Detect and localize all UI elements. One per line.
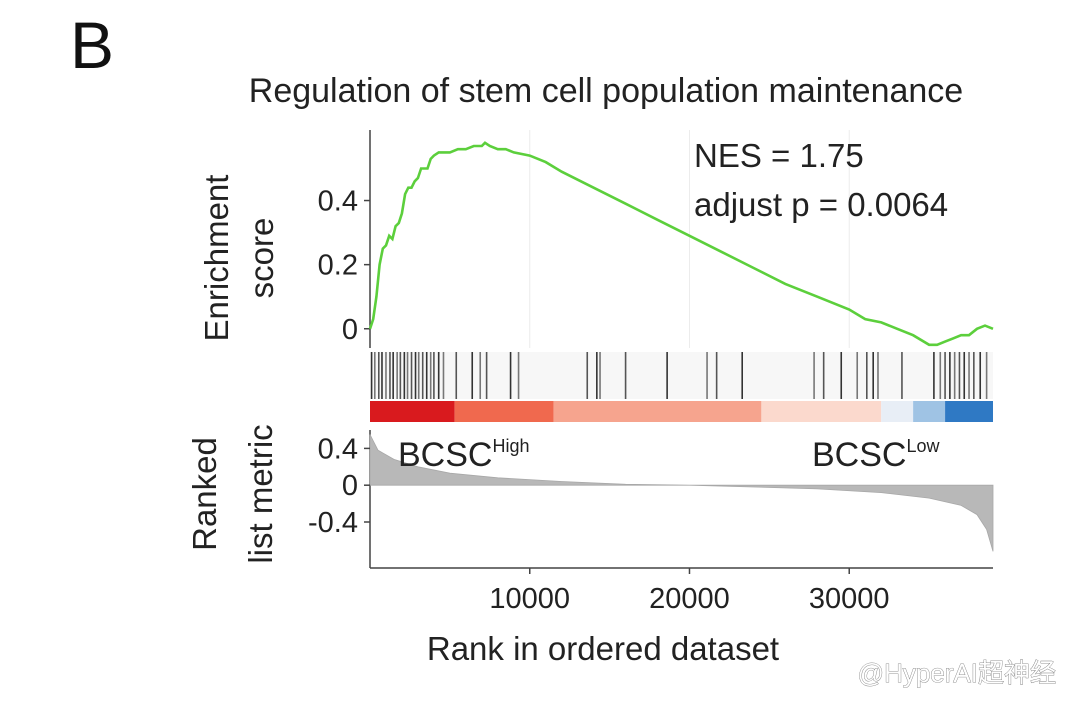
enrichment-ylabel-line1: Enrichment (198, 175, 235, 342)
ranked-y-tick-label: -0.4 (308, 507, 358, 539)
ranked-ylabel-line1: Ranked (186, 437, 223, 551)
color-bar-segment (370, 401, 455, 422)
enrichment-y-axis-label: Enrichment score (198, 175, 280, 342)
enrichment-y-tick-label: 0.2 (318, 250, 358, 282)
enrichment-score-panel: 0 0.2 0.4 NES = 1.75 adjust p = 0.0064 (318, 130, 994, 348)
ranked-metric-y-axis-label: Ranked list metric (186, 424, 279, 563)
panel-label: B (70, 8, 114, 82)
enrichment-y-ticks: 0 0.2 0.4 (318, 186, 370, 346)
color-bar-segment (761, 401, 882, 422)
enrichment-score-line (368, 141, 994, 347)
hit-rug-background (370, 352, 993, 399)
nes-label: NES = 1.75 (694, 137, 864, 174)
high-group-name: BCSC (398, 436, 492, 474)
color-bar-segment (881, 401, 914, 422)
x-tick-label: 10000 (489, 583, 570, 615)
ranked-metric-area (369, 434, 994, 552)
x-tick-label: 20000 (649, 583, 730, 615)
ranked-metric-y-ticks: 0.4 0 -0.4 (308, 433, 370, 539)
high-group-label: BCSCHigh (398, 436, 530, 474)
x-axis-label: Rank in ordered dataset (427, 630, 779, 667)
color-bar-segment (454, 401, 554, 422)
ranked-metric-panel: 0.40-0.4 10000 20000 30000 BCSCHigh BCSCLo… (308, 430, 994, 615)
rank-x-ticks: 10000 20000 30000 (489, 568, 890, 615)
low-group-label: BCSCLow (812, 436, 940, 474)
color-bar-segment (913, 401, 946, 422)
ranked-y-tick-label: 0.4 (318, 433, 358, 465)
chart-title: Regulation of stem cell population maint… (249, 72, 963, 110)
color-bar-segment (553, 401, 762, 422)
enrichment-ylabel-line2: score (243, 218, 280, 299)
color-bar-segment (945, 401, 993, 422)
enrichment-y-tick-label: 0 (342, 314, 358, 346)
ranked-ylabel-line2: list metric (242, 424, 279, 563)
x-tick-label: 30000 (809, 583, 890, 615)
gene-hit-rug (370, 352, 993, 399)
adjusted-p-label: adjust p = 0.0064 (694, 186, 948, 223)
low-group-name: BCSC (812, 436, 906, 474)
low-group-superscript: Low (906, 436, 940, 456)
watermark: @HyperAI超神经 (858, 658, 1056, 688)
ranked-y-tick-label: 0 (342, 470, 358, 502)
high-group-superscript: High (492, 436, 529, 456)
rank-color-bar (370, 401, 993, 422)
enrichment-y-tick-label: 0.4 (318, 186, 358, 218)
